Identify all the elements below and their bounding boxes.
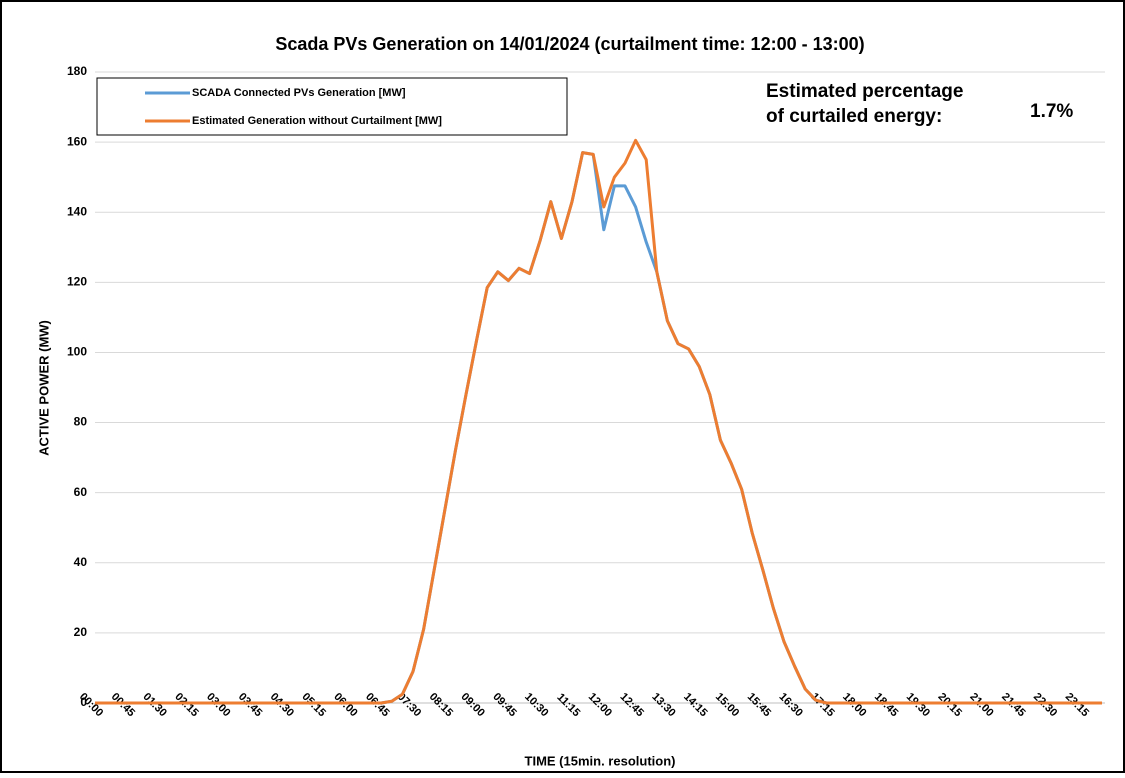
y-tick-label: 0 (80, 695, 87, 709)
series-line (95, 138, 1102, 705)
y-tick-label: 40 (74, 555, 88, 569)
chart-title: Scada PVs Generation on 14/01/2024 (curt… (275, 34, 864, 54)
annotation-value: 1.7% (1030, 101, 1073, 122)
y-tick-label: 60 (74, 485, 88, 499)
annotation-text: Estimated percentage (766, 81, 963, 102)
y-axis-title: ACTIVE POWER (MW) (36, 320, 51, 456)
y-tick-label: 180 (67, 64, 87, 78)
y-tick-label: 100 (67, 345, 87, 359)
annotation-text: of curtailed energy: (766, 106, 942, 127)
y-tick-label: 120 (67, 275, 87, 289)
legend-label: Estimated Generation without Curtailment… (192, 115, 442, 127)
y-tick-label: 160 (67, 134, 87, 148)
y-tick-label: 140 (67, 204, 87, 218)
y-tick-label: 20 (74, 625, 88, 639)
legend-label: SCADA Connected PVs Generation [MW] (192, 87, 406, 99)
y-tick-label: 80 (74, 415, 88, 429)
x-axis-title: TIME (15min. resolution) (525, 753, 676, 768)
legend-box (96, 77, 568, 136)
